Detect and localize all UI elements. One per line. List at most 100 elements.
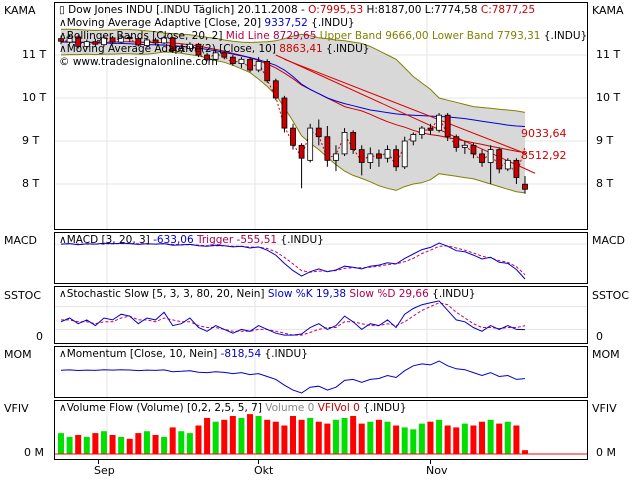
vfiv-zero-right: 0 M [596, 446, 616, 459]
candle-body [427, 127, 434, 131]
candle-body [135, 38, 142, 46]
kama-left-label: KAMA [4, 4, 36, 17]
macd-panel[interactable]: ∧MACD [3, 20, 3] -633,06 Trigger -555,51… [54, 232, 588, 284]
candle-body [161, 37, 168, 44]
candle-body [401, 140, 408, 168]
sstoc-chart-svg [55, 287, 587, 343]
candle-legend-icon: ▯ [59, 4, 69, 16]
candle-body [522, 183, 528, 190]
candle-body [487, 149, 494, 163]
volume-bar [255, 416, 262, 454]
y-tick-8-right: 8 T [596, 177, 614, 190]
volume-bar [418, 423, 425, 454]
volume-bar [92, 433, 99, 454]
volume-bar [522, 450, 528, 454]
volume-bar [178, 431, 185, 454]
candle-body [341, 131, 348, 155]
volume-bar [152, 435, 159, 454]
volume-bar [513, 425, 520, 454]
candle-body [281, 97, 288, 129]
volume-bar [410, 429, 417, 454]
candle-body [109, 37, 116, 43]
y-tick-11: 11 T [22, 48, 47, 61]
legend-ama2-text: Moving Average Adaptive(2) [Close, 10] [66, 43, 280, 55]
legend-open: O:7995,53 [308, 4, 364, 16]
legend-ohlc-line: ▯ Dow Jones INDU [.INDU Täglich] 20.11.2… [59, 4, 587, 17]
x-tick [98, 460, 99, 464]
macd-legend-text: MACD [3, 20, 3] [66, 234, 154, 246]
candle-body [83, 41, 90, 47]
vfiv-panel[interactable]: ∧Volume Flow (Volume) [0,2, 2,5, 5, 7] V… [54, 400, 588, 460]
legend-bb-upper: Upper Band 9666,00 [319, 30, 429, 42]
volume-bar [315, 421, 322, 454]
candle-body [333, 153, 339, 161]
volume-bar [375, 419, 382, 454]
line-legend-icon: ∧ [59, 43, 67, 55]
mom-legend-value: -818,54 [220, 348, 262, 360]
stoch-k-line [60, 300, 526, 336]
legend-low: L:7774,58 [424, 4, 478, 16]
volume-bar [212, 421, 219, 454]
candle-body [376, 153, 382, 159]
momentum-line [60, 360, 526, 394]
sstoc-panel[interactable]: ∧Stochastic Slow [5, 3, 3, 80, 20, Nein]… [54, 286, 588, 344]
sstoc-zero-right: 0 [596, 330, 603, 343]
legend-bb-lower: Lower Band 7793,31 [431, 30, 541, 42]
mom-legend-text: Momentum [Close, 10, Nein] [66, 348, 221, 360]
legend-copyright: © www.tradesignalonline.com [59, 56, 218, 68]
legend-ama20-value: 9337,52 [264, 17, 308, 29]
volume-bar [298, 419, 305, 454]
candle-body [290, 127, 296, 146]
mom-legend: ∧Momentum [Close, 10, Nein] -818,54 {.IN… [59, 348, 308, 361]
candle-body [255, 61, 262, 71]
legend-ama2-value: 8863,41 [279, 43, 323, 55]
legend-bb-suffix: {.INDU} [540, 30, 588, 42]
candle-body [58, 38, 64, 42]
candle-body [393, 149, 400, 168]
kama-panel[interactable]: ▯ Dow Jones INDU [.INDU Täglich] 20.11.2… [54, 2, 588, 230]
x-label-nov: Nov [426, 464, 448, 477]
sstoc-legend: ∧Stochastic Slow [5, 3, 3, 80, 20, Nein]… [59, 288, 476, 301]
candle-body [66, 36, 73, 43]
annotation-lower-trend: 8512,92 [521, 149, 567, 162]
vfiv-legend-text: Volume Flow (Volume) [0,2, 2,5, 5, 7] [66, 402, 266, 414]
candle-body [350, 131, 357, 150]
macd-legend-suffix: {.INDU} [277, 234, 324, 246]
candle-body [238, 58, 245, 64]
volume-bar [436, 419, 443, 454]
volume-bar [487, 419, 494, 454]
vfiv-right-label: VFIV [592, 402, 617, 415]
legend-high: H:8187,00 [366, 4, 422, 16]
kama-chart-svg [55, 3, 587, 229]
macd-legend: ∧MACD [3, 20, 3] -633,06 Trigger -555,51… [59, 234, 324, 247]
volume-bar [229, 416, 236, 454]
candle-body [453, 136, 460, 148]
candle-body [470, 144, 477, 155]
candle-body [126, 36, 133, 40]
candle-body [461, 144, 468, 148]
line-legend-icon: ∧ [59, 17, 67, 29]
legend-ama2-suffix: {.INDU} [322, 43, 370, 55]
volume-bar [66, 436, 73, 454]
vfiv-chart-svg [55, 401, 587, 459]
volume-bar [195, 425, 202, 454]
candle-body [169, 37, 176, 52]
line-legend-icon: ∧ [59, 234, 67, 246]
candle-body [418, 127, 425, 135]
candle-body [436, 114, 442, 131]
volume-bar [444, 425, 451, 454]
volume-bar [479, 421, 486, 454]
volume-bar [58, 433, 64, 454]
legend-bb-line: ∧Bollinger Bands [Close, 20, 2] Mid Line… [59, 30, 587, 43]
volume-bar [264, 419, 271, 454]
volume-bar [290, 416, 296, 454]
legend-bb-text: Bollinger Bands [Close, 20, 2] [66, 30, 226, 42]
candle-body [229, 56, 236, 65]
candle-body [101, 37, 107, 46]
volume-bar [126, 438, 133, 454]
candle-body [118, 36, 125, 43]
mom-panel[interactable]: ∧Momentum [Close, 10, Nein] -818,54 {.IN… [54, 346, 588, 398]
candle-body [247, 58, 253, 71]
mom-right-label: MOM [592, 348, 620, 361]
macd-chart-svg [55, 233, 587, 283]
